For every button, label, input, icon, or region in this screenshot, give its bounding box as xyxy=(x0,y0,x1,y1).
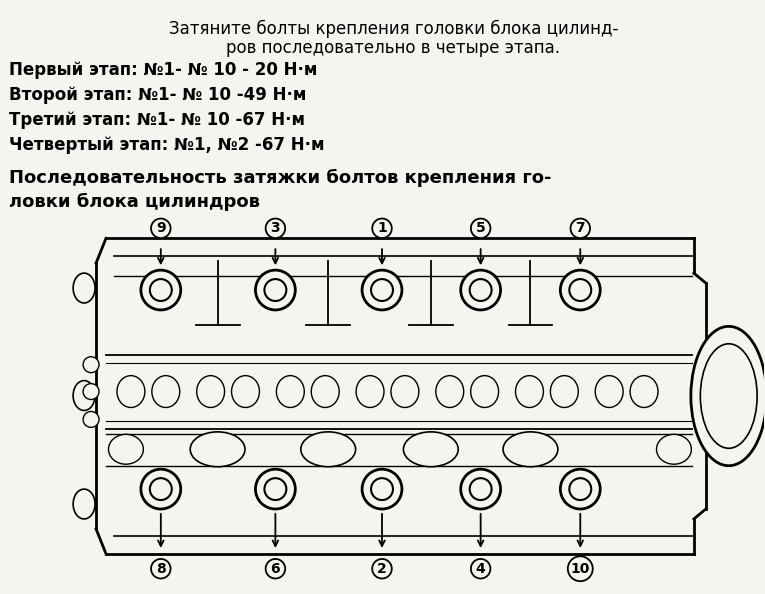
Text: Первый этап: №1- № 10 - 20 Н·м: Первый этап: №1- № 10 - 20 Н·м xyxy=(9,61,317,79)
Text: 3: 3 xyxy=(271,222,280,235)
Ellipse shape xyxy=(311,375,339,407)
Ellipse shape xyxy=(595,375,623,407)
Circle shape xyxy=(150,279,172,301)
Ellipse shape xyxy=(356,375,384,407)
Ellipse shape xyxy=(301,432,356,467)
Circle shape xyxy=(371,478,393,500)
Text: 4: 4 xyxy=(476,562,486,576)
Ellipse shape xyxy=(436,375,464,407)
Circle shape xyxy=(560,270,601,310)
Text: 5: 5 xyxy=(476,222,486,235)
Circle shape xyxy=(150,478,172,500)
Ellipse shape xyxy=(470,375,499,407)
Ellipse shape xyxy=(117,375,145,407)
Circle shape xyxy=(83,384,99,400)
Circle shape xyxy=(265,279,286,301)
Ellipse shape xyxy=(656,434,692,465)
Circle shape xyxy=(141,469,181,509)
Circle shape xyxy=(256,469,295,509)
Ellipse shape xyxy=(73,381,95,410)
Circle shape xyxy=(470,478,492,500)
Text: Четвертый этап: №1, №2 -67 Н·м: Четвертый этап: №1, №2 -67 Н·м xyxy=(9,136,325,154)
Text: 6: 6 xyxy=(271,562,280,576)
Ellipse shape xyxy=(276,375,304,407)
Ellipse shape xyxy=(190,432,245,467)
Ellipse shape xyxy=(403,432,458,467)
Circle shape xyxy=(470,279,492,301)
Circle shape xyxy=(265,478,286,500)
Ellipse shape xyxy=(391,375,419,407)
Text: 1: 1 xyxy=(377,222,387,235)
Ellipse shape xyxy=(700,344,757,448)
Circle shape xyxy=(83,357,99,372)
Text: 7: 7 xyxy=(575,222,585,235)
Ellipse shape xyxy=(151,375,180,407)
Circle shape xyxy=(461,270,500,310)
Ellipse shape xyxy=(516,375,543,407)
Ellipse shape xyxy=(503,432,558,467)
Ellipse shape xyxy=(197,375,225,407)
Text: Затяните болты крепления головки блока цилинд-: Затяните болты крепления головки блока ц… xyxy=(148,19,618,37)
Circle shape xyxy=(569,279,591,301)
Ellipse shape xyxy=(73,489,95,519)
Ellipse shape xyxy=(630,375,658,407)
Circle shape xyxy=(560,469,601,509)
Circle shape xyxy=(569,478,591,500)
Text: Третий этап: №1- № 10 -67 Н·м: Третий этап: №1- № 10 -67 Н·м xyxy=(9,111,305,129)
Circle shape xyxy=(362,469,402,509)
Text: Последовательность затяжки болтов крепления го-: Последовательность затяжки болтов крепле… xyxy=(9,169,552,187)
Text: Второй этап: №1- № 10 -49 Н·м: Второй этап: №1- № 10 -49 Н·м xyxy=(9,86,307,104)
Circle shape xyxy=(83,412,99,428)
Text: 9: 9 xyxy=(156,222,165,235)
Circle shape xyxy=(371,279,393,301)
Ellipse shape xyxy=(73,273,95,303)
Ellipse shape xyxy=(550,375,578,407)
Ellipse shape xyxy=(691,326,765,466)
Text: ров последовательно в четыре этапа.: ров последовательно в четыре этапа. xyxy=(206,39,561,57)
Circle shape xyxy=(141,270,181,310)
Circle shape xyxy=(461,469,500,509)
Ellipse shape xyxy=(232,375,259,407)
Ellipse shape xyxy=(109,434,143,465)
Circle shape xyxy=(256,270,295,310)
Circle shape xyxy=(362,270,402,310)
Text: ловки блока цилиндров: ловки блока цилиндров xyxy=(9,192,260,211)
Text: 2: 2 xyxy=(377,562,387,576)
Text: 8: 8 xyxy=(156,562,166,576)
Text: 10: 10 xyxy=(571,562,590,576)
